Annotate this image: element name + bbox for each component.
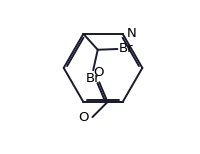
Text: N: N (126, 27, 136, 40)
Text: Br: Br (119, 43, 134, 55)
Text: O: O (93, 66, 104, 79)
Text: Br: Br (86, 72, 101, 85)
Text: O: O (78, 111, 89, 124)
